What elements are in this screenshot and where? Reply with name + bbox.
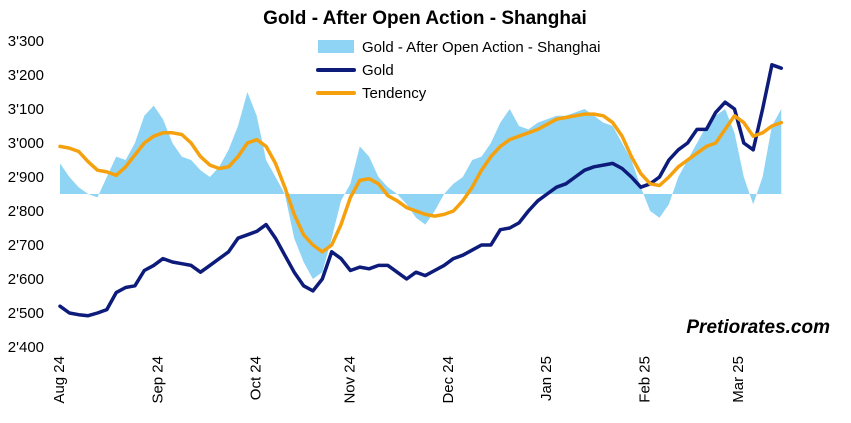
y-axis-ticks: 2'400 2'500 2'600 2'700 2'800 2'900 3'000 3'100… — [8, 33, 44, 356]
legend-label-gold: Gold — [362, 62, 394, 79]
watermark: Pretiorates.com — [686, 317, 830, 338]
plot-area — [58, 63, 784, 318]
y-tick-label: 2'500 — [8, 305, 44, 322]
y-tick-label: 2'800 — [8, 203, 44, 220]
x-tick-label: Feb 25 — [636, 356, 653, 403]
x-tick-label: Aug 24 — [51, 356, 68, 404]
x-tick-label: Mar 25 — [730, 356, 747, 403]
x-tick-label: Dec 24 — [440, 356, 457, 404]
legend: Gold - After Open Action - Shanghai Gold… — [316, 39, 600, 102]
y-tick-label: 2'400 — [8, 339, 44, 356]
series-line-gold — [58, 63, 784, 318]
y-tick-label: 3'100 — [8, 101, 44, 118]
x-tick-label: Jan 25 — [538, 356, 555, 401]
y-tick-label: 2'600 — [8, 271, 44, 288]
x-tick-label: Oct 24 — [248, 356, 265, 400]
y-tick-label: 2'900 — [8, 169, 44, 186]
chart-title: Gold - After Open Action - Shanghai — [263, 8, 587, 29]
x-tick-label: Nov 24 — [341, 356, 358, 404]
series-area-after-open-action — [60, 92, 782, 279]
y-tick-label: 3'200 — [8, 67, 44, 84]
y-tick-label: 3'000 — [8, 135, 44, 152]
y-tick-label: 3'300 — [8, 33, 44, 50]
legend-label-tendency: Tendency — [362, 85, 427, 102]
y-tick-label: 2'700 — [8, 237, 44, 254]
x-tick-label: Sep 24 — [149, 356, 166, 404]
x-axis-ticks: Aug 24 Sep 24 Oct 24 Nov 24 Dec 24 Jan 25 Feb … — [51, 356, 747, 404]
legend-swatch-area — [318, 40, 354, 53]
series-line-tendency — [58, 112, 784, 254]
legend-label-area: Gold - After Open Action - Shanghai — [362, 39, 600, 56]
